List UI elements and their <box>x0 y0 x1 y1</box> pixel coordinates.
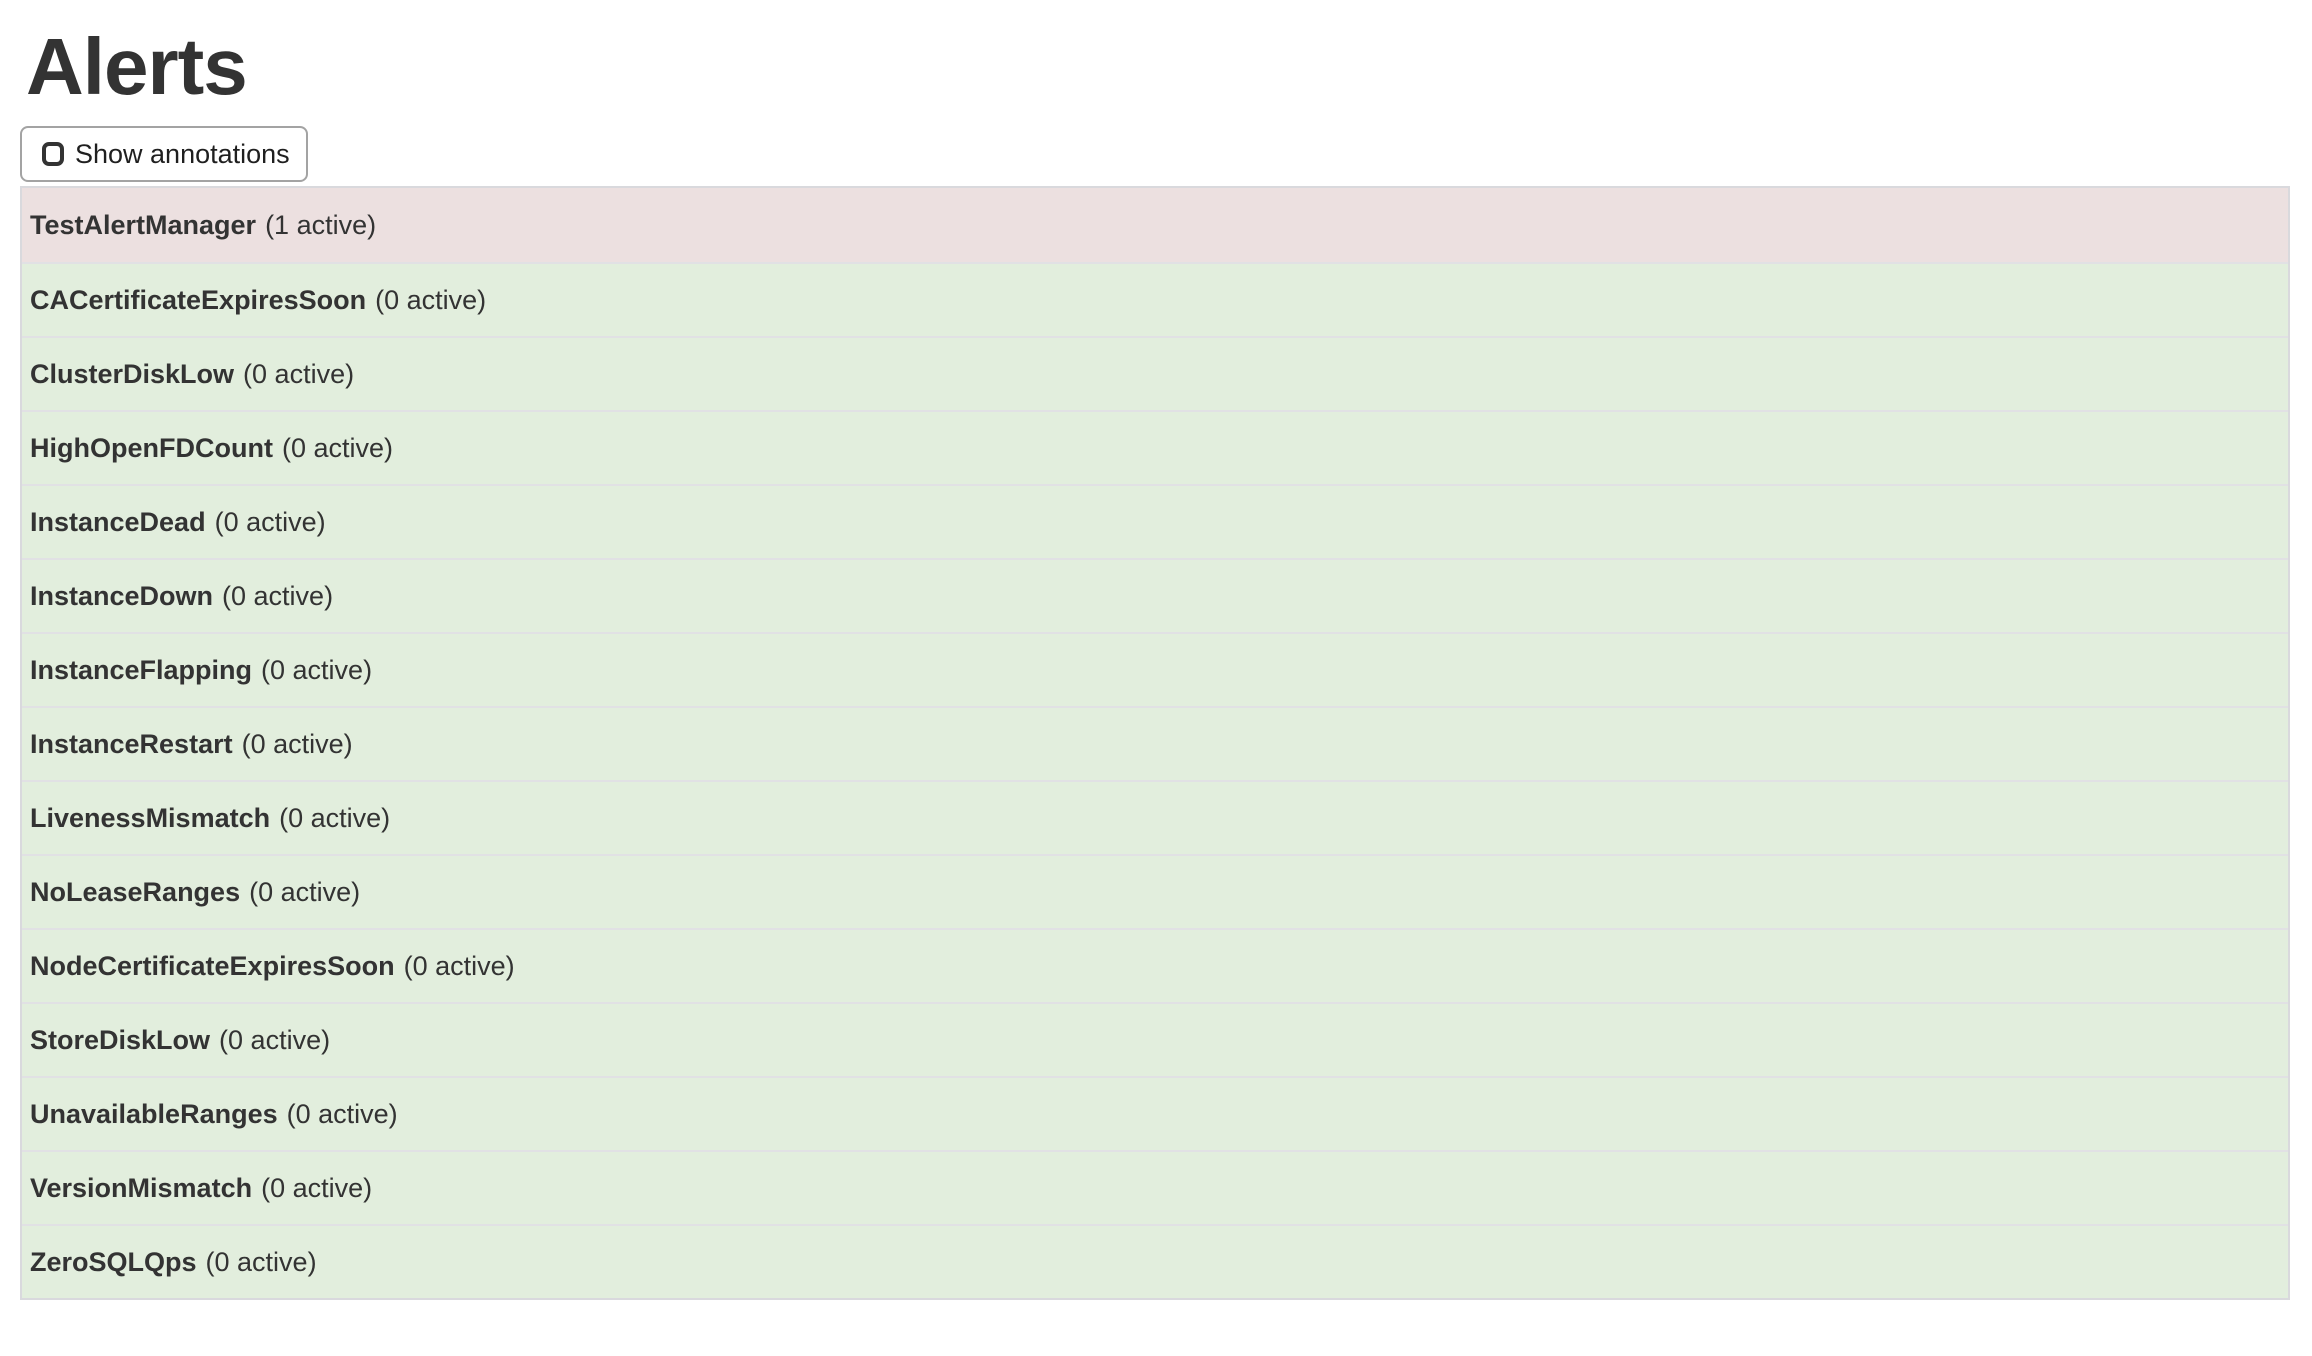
alert-name: InstanceRestart <box>30 728 233 759</box>
alert-row[interactable]: LivenessMismatch (0 active) <box>22 780 2288 855</box>
alert-name: TestAlertManager <box>30 209 257 240</box>
alert-row[interactable]: UnavailableRanges (0 active) <box>22 1076 2288 1151</box>
alert-name: InstanceDown <box>30 580 214 611</box>
alert-row[interactable]: ZeroSQLQps (0 active) <box>22 1224 2288 1299</box>
alert-row[interactable]: NodeCertificateExpiresSoon (0 active) <box>22 928 2288 1003</box>
alert-active-count: (0 active) <box>241 728 353 759</box>
alert-active-count: (0 active) <box>279 802 391 833</box>
alert-row[interactable]: StoreDiskLow (0 active) <box>22 1002 2288 1077</box>
alert-row[interactable]: InstanceDown (0 active) <box>22 558 2288 633</box>
alert-name: LivenessMismatch <box>30 802 271 833</box>
alerts-table: TestAlertManager (1 active) CACertificat… <box>20 186 2290 1301</box>
alert-row[interactable]: TestAlertManager (1 active) <box>22 188 2288 263</box>
alert-active-count: (0 active) <box>214 506 326 537</box>
alert-name: NoLeaseRanges <box>30 876 241 907</box>
alert-row[interactable]: HighOpenFDCount (0 active) <box>22 410 2288 485</box>
alert-active-count: (1 active) <box>265 209 377 240</box>
alert-name: ClusterDiskLow <box>30 358 235 389</box>
alerts-page: Alerts Show annotations TestAlertManager… <box>0 22 2312 1301</box>
alert-active-count: (0 active) <box>243 358 355 389</box>
alert-active-count: (0 active) <box>281 432 393 463</box>
alert-name: VersionMismatch <box>30 1172 253 1203</box>
alert-active-count: (0 active) <box>222 580 334 611</box>
alert-row[interactable]: VersionMismatch (0 active) <box>22 1150 2288 1225</box>
alert-row[interactable]: InstanceFlapping (0 active) <box>22 632 2288 707</box>
alert-row[interactable]: InstanceDead (0 active) <box>22 484 2288 559</box>
alert-active-count: (0 active) <box>205 1246 317 1277</box>
alert-row[interactable]: NoLeaseRanges (0 active) <box>22 854 2288 929</box>
alert-active-count: (0 active) <box>286 1098 398 1129</box>
alert-name: HighOpenFDCount <box>30 432 273 463</box>
alert-row[interactable]: ClusterDiskLow (0 active) <box>22 336 2288 411</box>
alert-active-count: (0 active) <box>249 876 361 907</box>
alert-name: StoreDiskLow <box>30 1024 211 1055</box>
alert-active-count: (0 active) <box>261 654 373 685</box>
page-title: Alerts <box>26 22 248 111</box>
alert-name: NodeCertificateExpiresSoon <box>30 950 395 981</box>
alert-active-count: (0 active) <box>403 950 515 981</box>
alert-name: ZeroSQLQps <box>30 1246 197 1277</box>
alert-name: CACertificateExpiresSoon <box>30 284 367 315</box>
checkbox-icon[interactable] <box>42 142 64 167</box>
show-annotations-button[interactable]: Show annotations <box>20 126 308 183</box>
alert-active-count: (0 active) <box>261 1172 373 1203</box>
alert-row[interactable]: InstanceRestart (0 active) <box>22 706 2288 781</box>
alert-name: InstanceDead <box>30 506 206 537</box>
show-annotations-label: Show annotations <box>75 138 290 169</box>
alert-active-count: (0 active) <box>375 284 487 315</box>
alert-name: UnavailableRanges <box>30 1098 278 1129</box>
alert-active-count: (0 active) <box>219 1024 331 1055</box>
alert-row[interactable]: CACertificateExpiresSoon (0 active) <box>22 262 2288 337</box>
alert-name: InstanceFlapping <box>30 654 253 685</box>
